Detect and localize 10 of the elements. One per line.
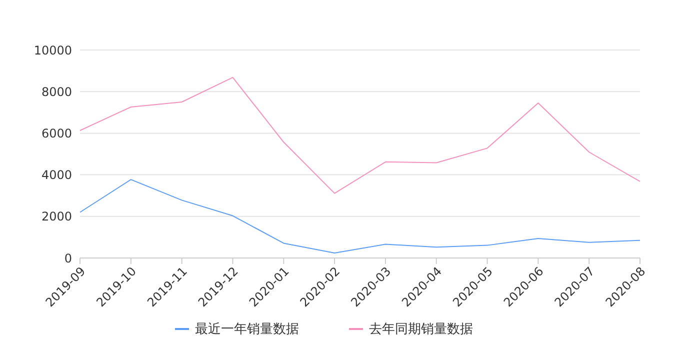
line-series xyxy=(80,76,640,194)
y-tick-label: 8000 xyxy=(41,84,72,99)
y-tick-label: 2000 xyxy=(41,210,72,224)
y-tick-label: 0 xyxy=(64,251,72,266)
legend-label: 最近一年销量数据 xyxy=(194,321,299,338)
line-series xyxy=(80,179,640,254)
legend-label: 去年同期销量数据 xyxy=(368,321,473,338)
y-tick-label: 10000 xyxy=(34,43,72,58)
y-tick-label: 6000 xyxy=(41,126,72,140)
y-tick-label: 4000 xyxy=(41,168,72,182)
